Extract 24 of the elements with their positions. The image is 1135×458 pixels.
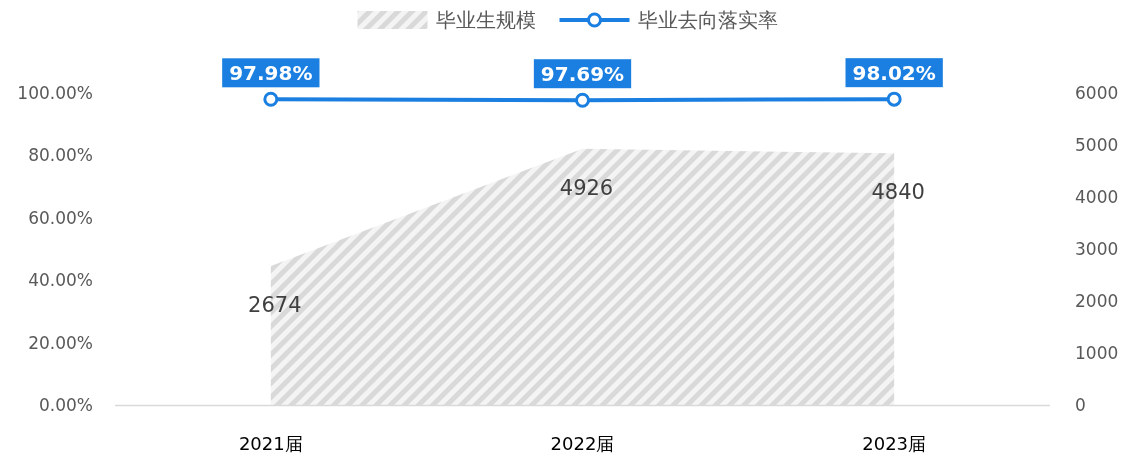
data-label: 97.69% bbox=[540, 62, 625, 87]
y-tick-label: 20.00% bbox=[28, 332, 93, 353]
y-tick-label: 80.00% bbox=[28, 145, 93, 166]
y2-tick-label: 5000 bbox=[1075, 135, 1119, 155]
y-tick-label: 0.00% bbox=[38, 395, 93, 415]
y2-tick-label: 0 bbox=[1075, 395, 1086, 415]
legend-label: 毕业生规模 bbox=[435, 8, 536, 32]
y2-tick-label: 6000 bbox=[1075, 83, 1119, 103]
y2-tick-label: 3000 bbox=[1075, 239, 1119, 259]
y2-tick-label: 2000 bbox=[1075, 291, 1119, 311]
data-label: 98.02% bbox=[852, 61, 936, 86]
y-tick-label: 100.00% bbox=[17, 83, 93, 103]
data-label: 4840 bbox=[871, 180, 925, 205]
data-label: 97.98% bbox=[229, 61, 313, 86]
x-tick-label: 2022届 bbox=[550, 433, 615, 454]
y-tick-label: 60.00% bbox=[28, 207, 93, 228]
data-label: 4926 bbox=[559, 175, 614, 200]
x-tick-label: 2023届 bbox=[862, 433, 927, 454]
y-tick-label: 40.00% bbox=[28, 270, 93, 291]
data-label: 2674 bbox=[248, 292, 302, 317]
y2-tick-label: 1000 bbox=[1075, 343, 1119, 363]
x-tick-label: 2021届 bbox=[238, 433, 303, 454]
y2-tick-label: 4000 bbox=[1075, 187, 1119, 207]
legend-label: 毕业去向落实率 bbox=[637, 8, 778, 32]
